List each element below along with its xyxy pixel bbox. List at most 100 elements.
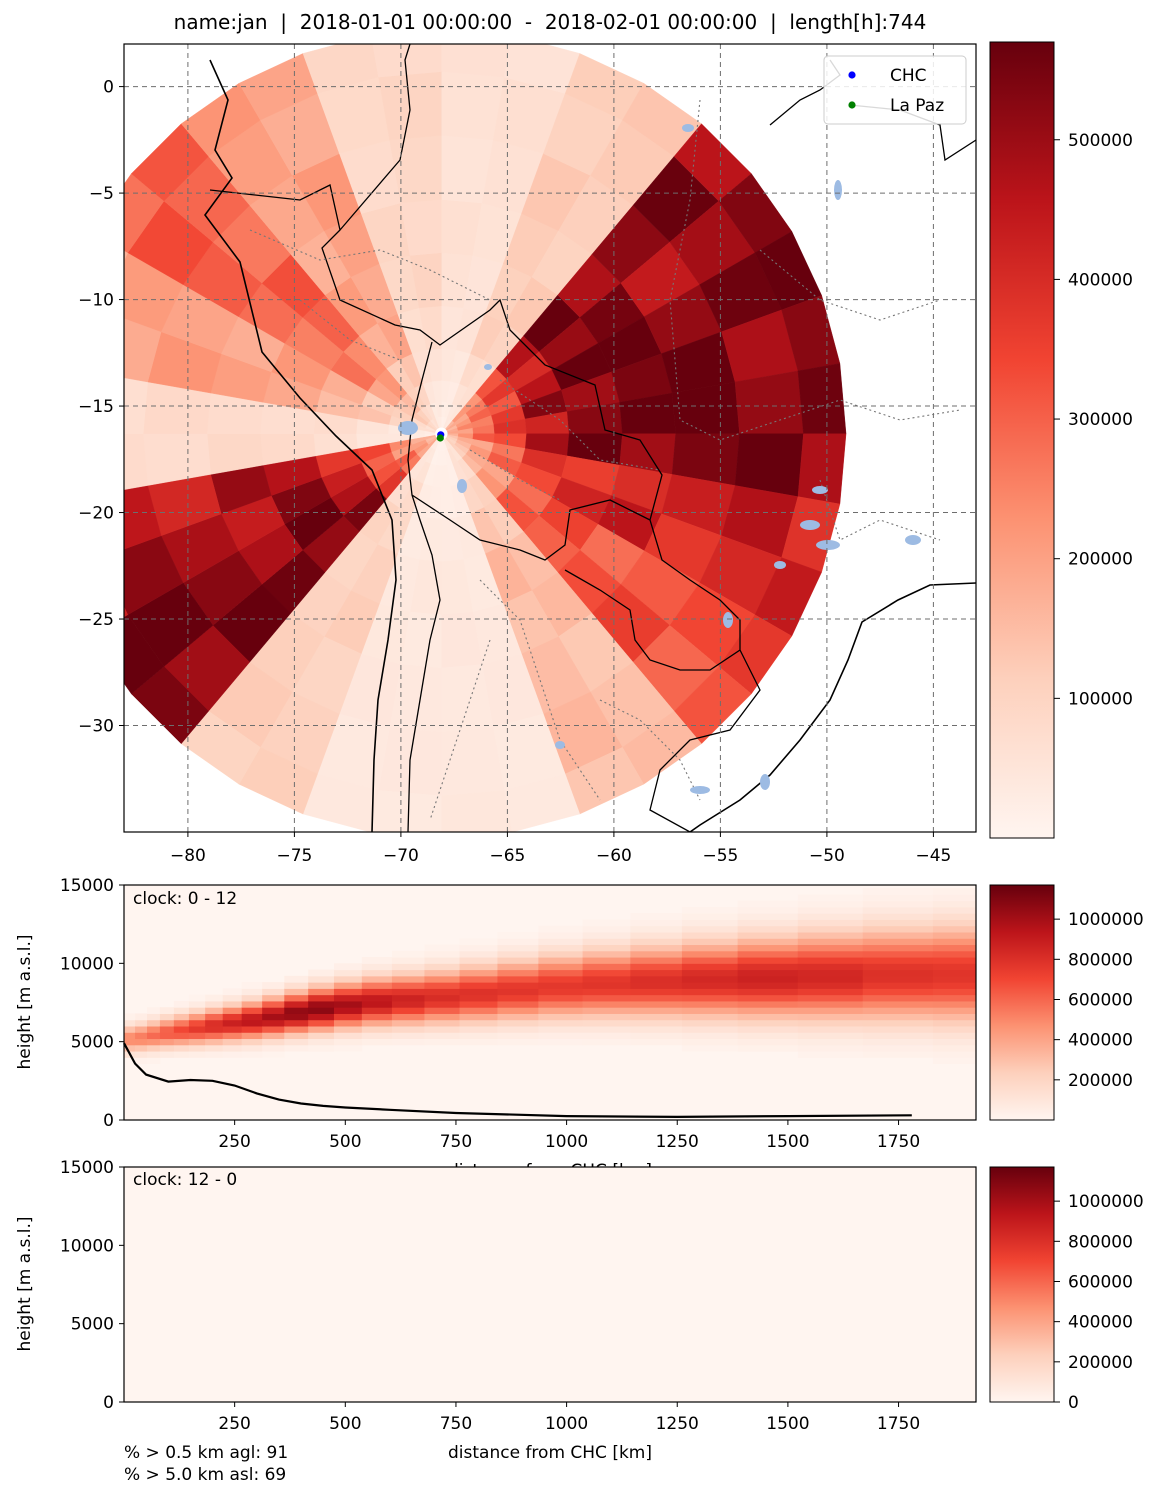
profile-cell [497,994,539,1002]
colorbar-tick-label: 400000 [1068,270,1133,290]
profile-xtick-label: 1250 [656,1132,699,1152]
profile-cell [188,1000,206,1008]
profile-cell [159,1044,175,1052]
profile-cell [630,919,683,927]
profile-cell [173,1038,190,1046]
map-sector-cell [504,773,581,832]
coastline [204,59,976,832]
lake [812,486,828,494]
profile-cell [222,1026,243,1033]
profile-cell [308,988,335,996]
profile-cell [391,1000,425,1008]
profile-cell [459,957,498,964]
profile-cell [932,906,976,914]
profile-cell [205,1013,224,1021]
profile-cell [582,1038,631,1046]
profile-cell [538,1013,584,1021]
profile-cell [284,1013,309,1021]
profile-cell [681,1038,739,1046]
profile-cell [862,1044,934,1052]
lake [774,561,786,569]
profile-ytick-label: 10000 [60,954,114,974]
profile-cell [147,1032,161,1040]
profile-cell [205,1038,224,1046]
profile-cell [582,1007,631,1014]
profile-cell [424,1007,461,1014]
profile-cell [538,957,584,964]
profile-cell [797,925,864,933]
profile-cell [797,963,864,971]
map-ytick-label: −15 [78,397,114,417]
profile-cell [497,957,539,964]
map-gridlines [124,44,976,832]
profile-cell [241,1044,263,1052]
profile-cell [284,1026,309,1033]
lake [555,741,565,749]
map-xtick-label: −65 [489,846,525,866]
profile-cell [205,1044,224,1052]
profile-cell [284,1019,309,1027]
profile-cell [262,994,285,1002]
profile-cell [932,894,976,902]
map-point-lapaz [436,434,444,442]
profile-cell [862,1051,934,1058]
profile-cell [222,1032,243,1040]
profile-ytick-label: 5000 [71,1315,114,1335]
profile-cell [582,957,631,964]
profile-xtick-label: 750 [440,1414,472,1434]
profile-cell [797,1013,864,1021]
profile-cell [737,913,799,920]
profile-cell [222,994,243,1002]
profile-cell [932,1000,976,1008]
profile-cell [797,938,864,946]
profile-cell [932,932,976,939]
internal-borders [249,99,961,821]
map-xtick-label: −55 [702,846,738,866]
profile-cell [147,1044,161,1052]
profile-cell [308,994,335,1002]
profile-cell [497,975,539,983]
profile-cell [797,919,864,927]
profile-cell [932,1026,976,1033]
profile-cell [459,938,498,946]
profile-cell [361,1038,393,1046]
profile-cell [681,969,739,977]
profile-cell [681,1000,739,1008]
coastline-layer [204,44,976,832]
profile-cell [135,1032,148,1040]
profile-cell [361,969,393,977]
map-sector-cell [124,485,162,550]
profile-cell [391,963,425,971]
profile-cell [333,988,363,996]
profile-cell [797,1007,864,1014]
profile-cell [124,1038,136,1046]
profile-cell [797,975,864,983]
map-ytick-label: −10 [78,291,114,311]
profile-cell [862,975,934,983]
lake [690,786,710,794]
lake [800,520,820,530]
profile-cell [333,1044,363,1052]
profile-cell [333,1038,363,1046]
profile-cell [135,1013,148,1021]
profile-cell [147,1038,161,1046]
profile-cell [361,982,393,989]
profile-cell [241,982,263,989]
profile-cell [932,1057,976,1065]
profile-cell [862,1038,934,1046]
profile-cell [538,1007,584,1014]
profile-cell [681,963,739,971]
profile-cell [681,1044,739,1052]
profile-cell [932,900,976,908]
profile-cell [538,969,584,977]
profile-cell [681,925,739,933]
profile-cell [124,1044,136,1052]
profile-cell [932,919,976,927]
terrain-line [123,1042,912,1119]
profile-cell [862,963,934,971]
profile-cell [284,982,309,989]
map-xtick-label: −70 [383,846,419,866]
profile-cell [737,975,799,983]
profile-cell [797,969,864,977]
profile-cell [797,950,864,958]
